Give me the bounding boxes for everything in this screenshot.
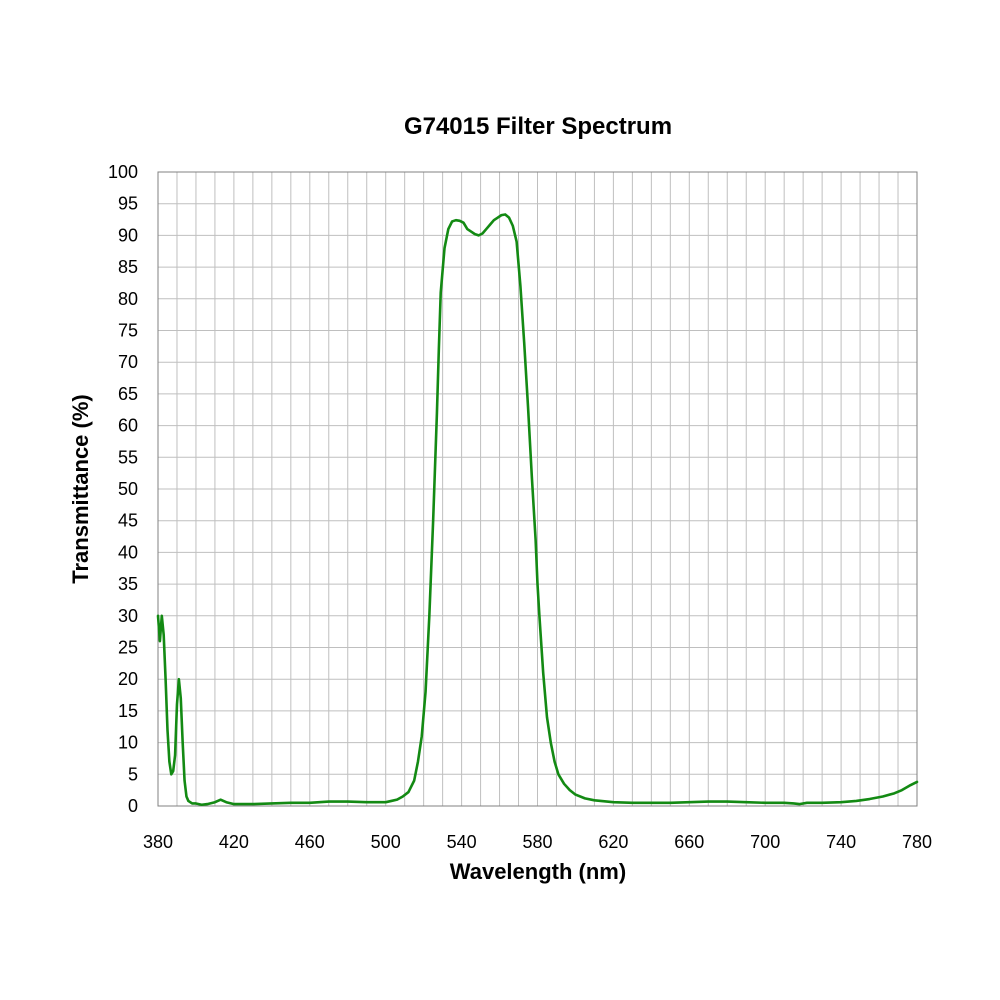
y-tick-label: 40 [118,542,138,562]
x-axis-title: Wavelength (nm) [450,859,626,884]
y-tick-label: 50 [118,479,138,499]
y-tick-label: 75 [118,321,138,341]
x-axis-ticks: 380 420 460 500 540 580 620 660 700 740 780 [143,832,932,852]
x-tick-label: 420 [219,832,249,852]
x-tick-label: 660 [674,832,704,852]
y-tick-label: 10 [118,733,138,753]
y-axis-title: Transmittance (%) [68,394,93,584]
y-tick-label: 30 [118,606,138,626]
x-tick-label: 460 [295,832,325,852]
y-tick-label: 90 [118,225,138,245]
y-tick-label: 45 [118,511,138,531]
y-tick-label: 55 [118,447,138,467]
y-tick-label: 5 [128,764,138,784]
transmittance-line [156,213,919,807]
y-tick-label: 0 [128,796,138,816]
y-tick-label: 35 [118,574,138,594]
y-tick-label: 70 [118,352,138,372]
x-tick-label: 580 [522,832,552,852]
x-tick-label: 780 [902,832,932,852]
x-tick-label: 500 [371,832,401,852]
y-tick-label: 60 [118,416,138,436]
y-tick-label: 20 [118,669,138,689]
x-tick-label: 740 [826,832,856,852]
y-tick-label: 85 [118,257,138,277]
y-tick-label: 80 [118,289,138,309]
y-tick-label: 95 [118,194,138,214]
x-tick-label: 700 [750,832,780,852]
y-tick-label: 25 [118,638,138,658]
x-tick-label: 620 [598,832,628,852]
grid-lines [157,171,918,807]
x-tick-label: 540 [447,832,477,852]
plot-area-frame [157,171,918,807]
chart-title: G74015 Filter Spectrum [404,113,672,140]
y-axis-ticks: 0 5 10 15 20 25 30 35 40 45 50 55 60 65 70 75 80 85 90 95 10… [108,162,138,816]
x-tick-label: 380 [143,832,173,852]
y-tick-label: 15 [118,701,138,721]
y-tick-label: 100 [108,162,138,182]
y-tick-label: 65 [118,384,138,404]
